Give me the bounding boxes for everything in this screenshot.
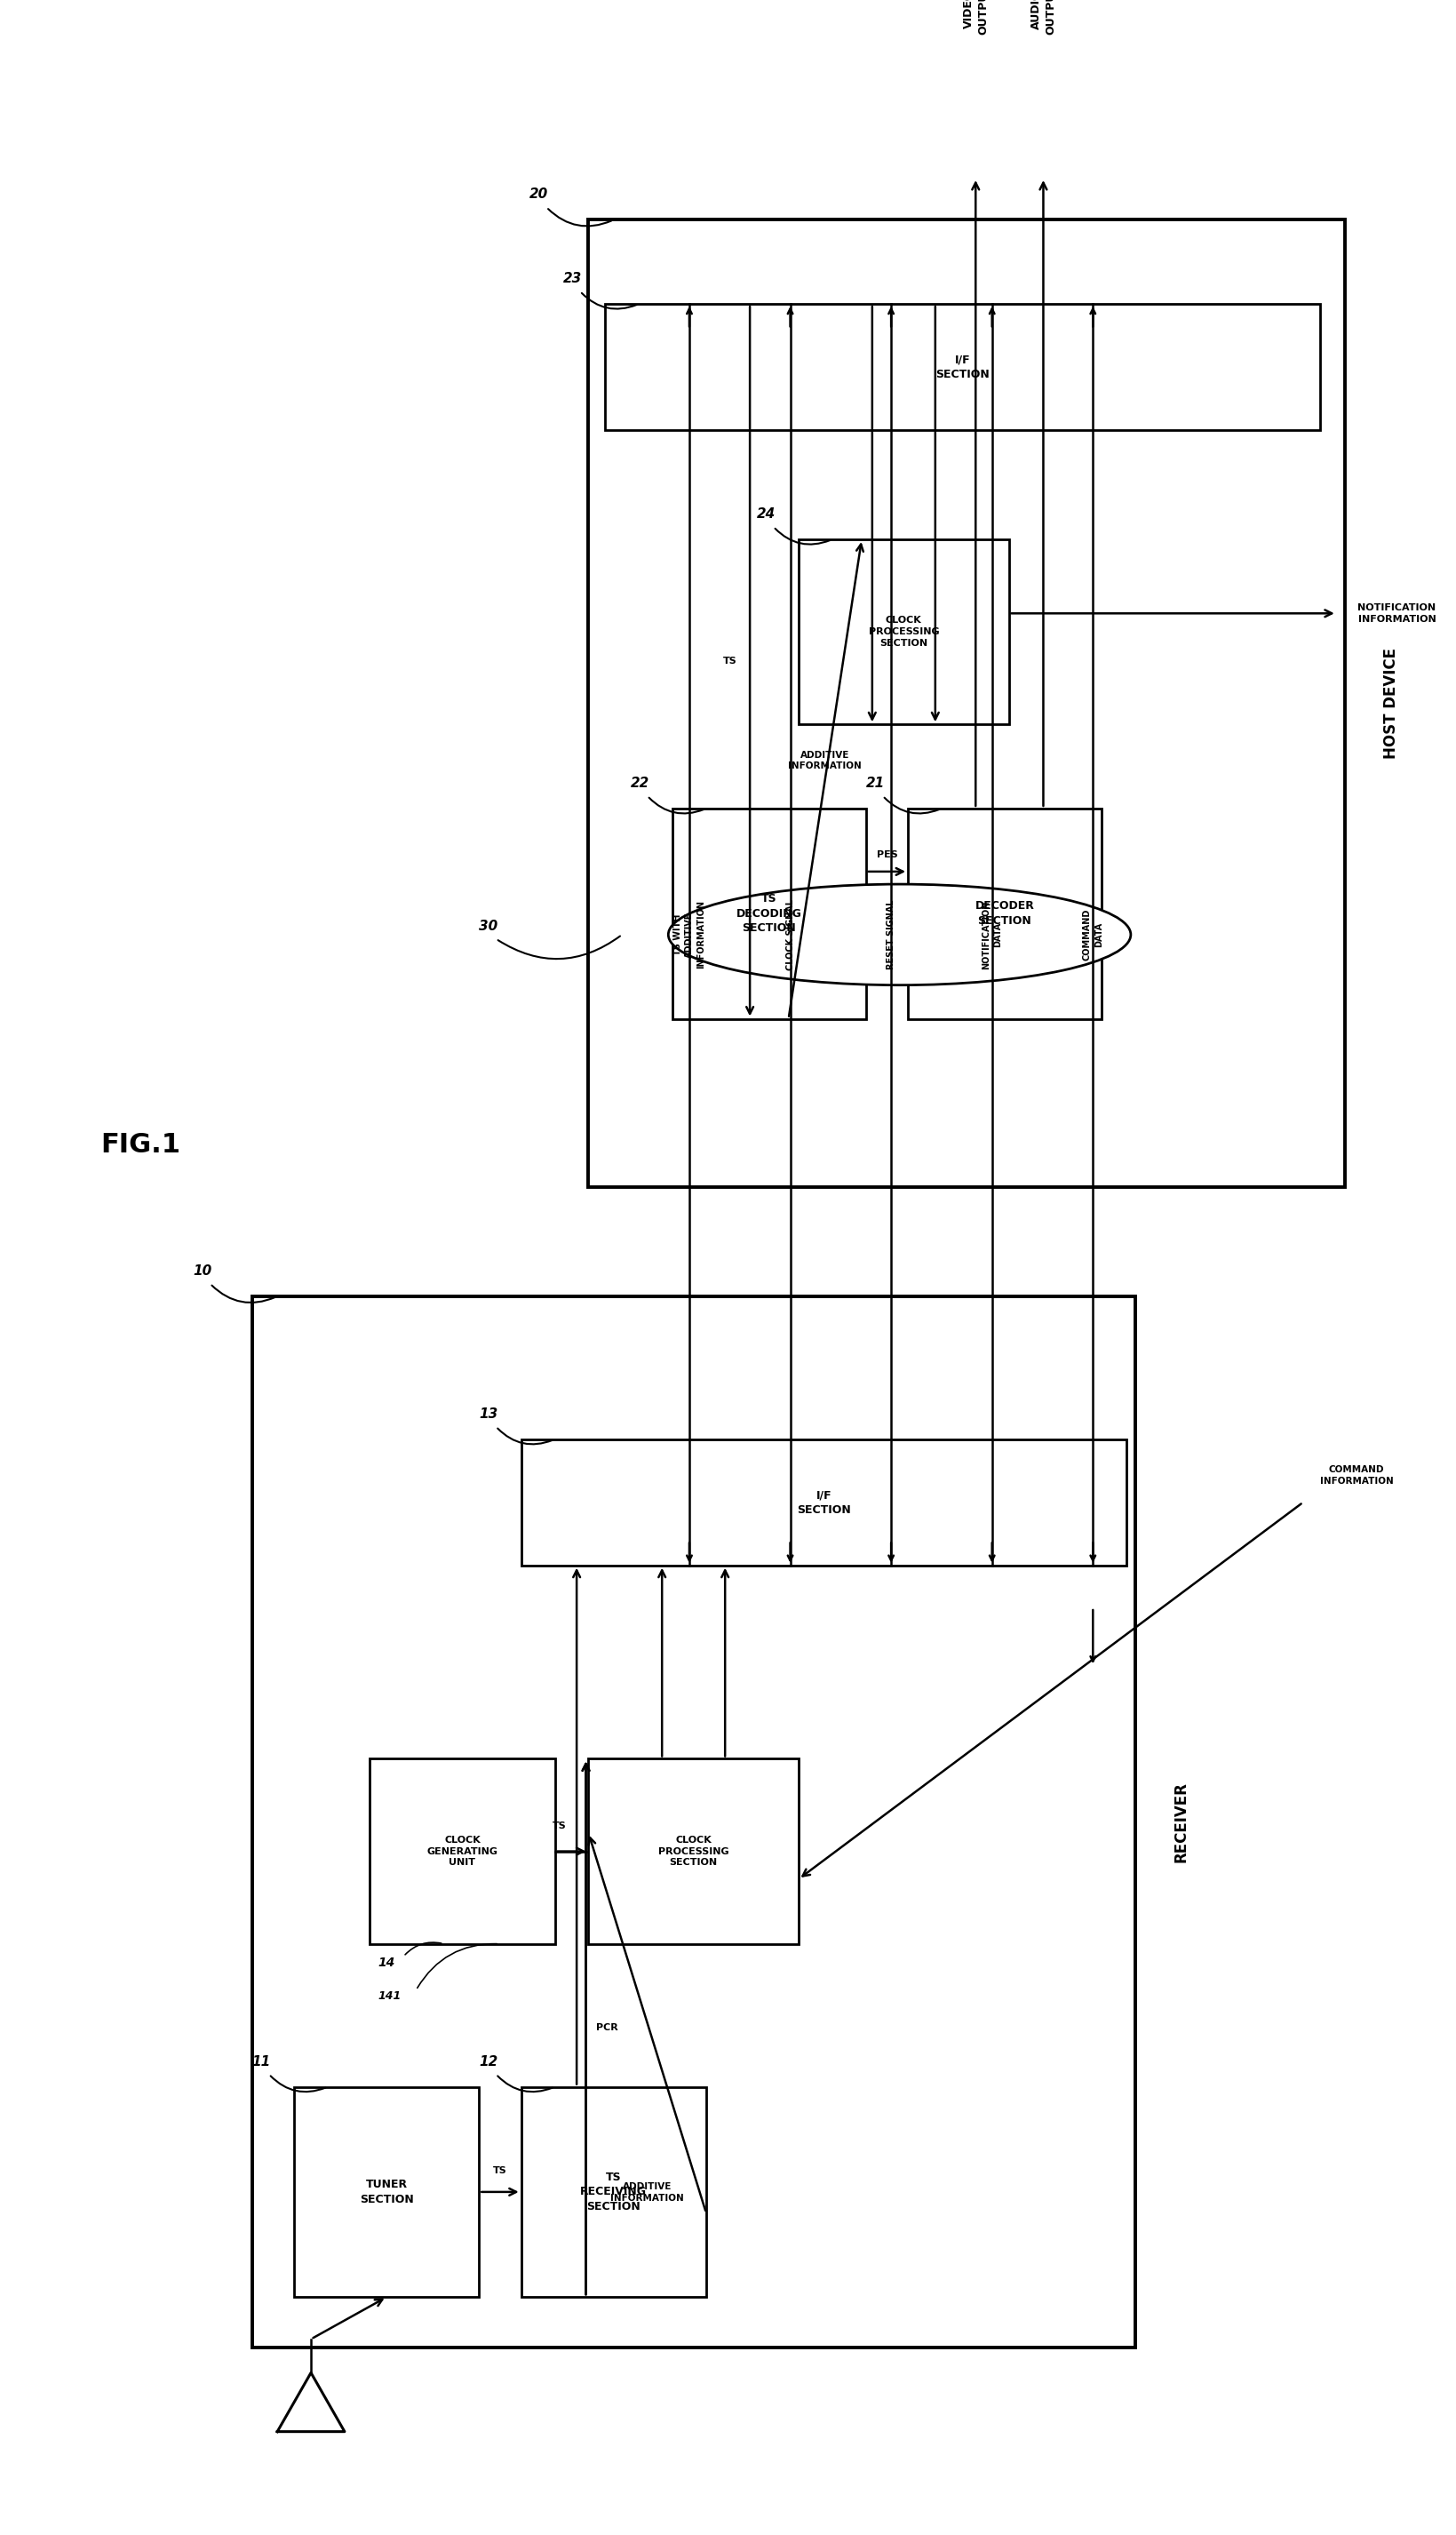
Text: TS: TS	[724, 657, 737, 667]
Text: RESET SIGNAL: RESET SIGNAL	[887, 900, 895, 968]
Bar	[673, 809, 866, 1019]
Text: 10: 10	[194, 1265, 213, 1278]
Text: 30: 30	[479, 920, 498, 933]
Bar	[252, 1295, 1136, 2347]
Text: 23: 23	[563, 271, 582, 286]
Bar	[370, 1759, 555, 1944]
Text: RECEIVER: RECEIVER	[1174, 1782, 1190, 1863]
FancyArrowPatch shape	[271, 2076, 326, 2091]
Text: TUNER
SECTION: TUNER SECTION	[360, 2178, 414, 2205]
Text: TS
DECODING
SECTION: TS DECODING SECTION	[737, 892, 802, 933]
FancyArrowPatch shape	[547, 208, 612, 226]
Text: COMMAND
INFORMATION: COMMAND INFORMATION	[1321, 1465, 1393, 1486]
Text: 14: 14	[379, 1957, 396, 1970]
Text: HOST DEVICE: HOST DEVICE	[1383, 649, 1399, 758]
Text: 13: 13	[479, 1407, 498, 1420]
Text: ADDITIVE
INFORMATION: ADDITIVE INFORMATION	[788, 750, 862, 771]
FancyArrowPatch shape	[498, 935, 620, 958]
Bar	[521, 1440, 1127, 1567]
Text: CLOCK
PROCESSING
SECTION: CLOCK PROCESSING SECTION	[658, 1835, 729, 1868]
FancyArrowPatch shape	[211, 1285, 275, 1303]
Text: CLOCK
GENERATING
UNIT: CLOCK GENERATING UNIT	[427, 1835, 498, 1868]
Text: 20: 20	[530, 188, 549, 200]
Text: VIDEO
OUTPUT: VIDEO OUTPUT	[962, 0, 989, 35]
Text: CLOCK
PROCESSING
SECTION: CLOCK PROCESSING SECTION	[868, 616, 939, 646]
Text: PCR: PCR	[596, 2023, 617, 2033]
Text: TS
RECEIVING
SECTION: TS RECEIVING SECTION	[581, 2172, 646, 2213]
Bar	[521, 2086, 706, 2297]
FancyArrowPatch shape	[498, 2076, 552, 2091]
Ellipse shape	[668, 885, 1131, 986]
Bar	[606, 304, 1321, 431]
Bar	[909, 809, 1101, 1019]
FancyArrowPatch shape	[884, 799, 939, 814]
FancyArrowPatch shape	[582, 294, 636, 309]
Text: CLOCK SIGNAL: CLOCK SIGNAL	[786, 900, 795, 971]
Text: I/F
SECTION: I/F SECTION	[796, 1488, 850, 1516]
Text: 22: 22	[630, 776, 649, 791]
Text: 24: 24	[757, 507, 776, 520]
Text: NOTIFICATION
DATA: NOTIFICATION DATA	[981, 900, 1002, 968]
Text: TS: TS	[494, 2167, 507, 2175]
Text: PES: PES	[877, 849, 897, 859]
FancyArrowPatch shape	[498, 1427, 552, 1445]
Text: NOTIFICATION
INFORMATION: NOTIFICATION INFORMATION	[1358, 603, 1436, 624]
Text: TS: TS	[553, 1823, 566, 1830]
FancyArrowPatch shape	[775, 527, 830, 545]
Bar	[294, 2086, 479, 2297]
Text: COMMAND
DATA: COMMAND DATA	[1083, 908, 1104, 961]
Text: AUDIO
OUTPUT: AUDIO OUTPUT	[1031, 0, 1057, 35]
Text: 11: 11	[252, 2056, 271, 2069]
Bar	[799, 540, 1009, 725]
Text: 141: 141	[379, 1990, 402, 2003]
Bar	[588, 1759, 799, 1944]
Text: 21: 21	[866, 776, 885, 791]
Text: DECODER
SECTION: DECODER SECTION	[976, 900, 1034, 928]
Text: ADDITIVE
INFORMATION: ADDITIVE INFORMATION	[610, 2183, 684, 2203]
Text: 12: 12	[479, 2056, 498, 2069]
Text: FIG.1: FIG.1	[100, 1133, 181, 1158]
Text: TS WITH
ADDITIVE
INFORMATION: TS WITH ADDITIVE INFORMATION	[674, 900, 705, 968]
Bar	[588, 221, 1345, 1186]
FancyArrowPatch shape	[405, 1942, 441, 1954]
Text: I/F
SECTION: I/F SECTION	[936, 355, 990, 380]
FancyArrowPatch shape	[649, 799, 703, 814]
FancyArrowPatch shape	[418, 1944, 496, 1987]
